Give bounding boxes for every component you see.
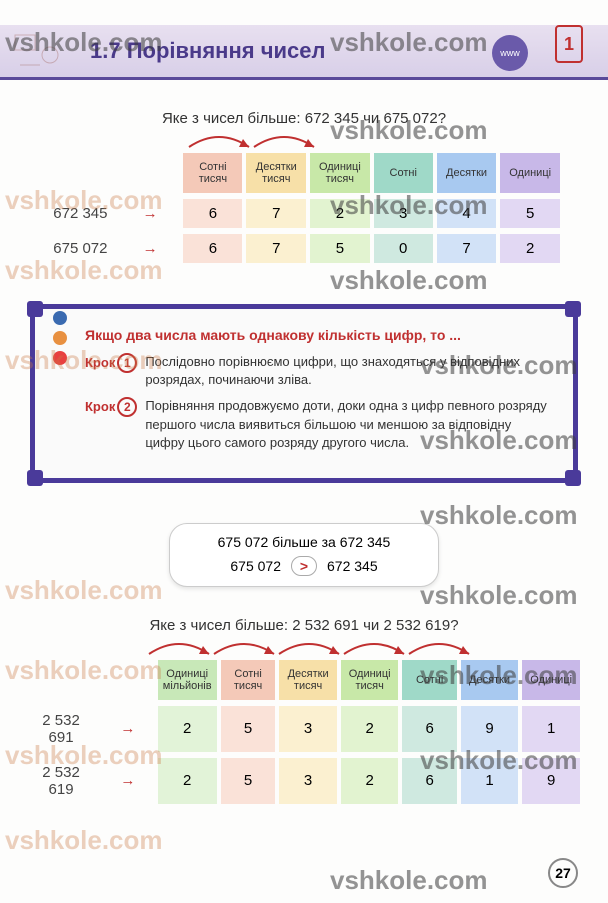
col-header: Одиниці тисяч	[341, 660, 399, 700]
section-header: 1.7 Порівняння чисел www 1	[0, 25, 608, 80]
digit-cell: 1	[461, 758, 518, 804]
bullet-dot	[53, 331, 67, 345]
www-icon: www	[492, 35, 528, 71]
watermark: vshkole.com	[330, 865, 488, 896]
chapter-badge: 1	[555, 25, 583, 63]
digit-cell: 2	[341, 706, 399, 752]
digit-cell: 6	[402, 706, 456, 752]
step-text: Порівняння продовжуємо доти, доки одна з…	[145, 397, 553, 452]
page-number: 27	[548, 858, 578, 888]
arc-arrows-2	[119, 632, 599, 658]
bullet-dot	[53, 311, 67, 325]
greater-than-icon: >	[291, 556, 317, 576]
digit-cell: 3	[374, 199, 433, 228]
digit-cell: 0	[374, 234, 433, 263]
rule-step: Крок2 Порівняння продовжуємо доти, доки о…	[85, 397, 553, 452]
col-header: Десятки	[461, 660, 518, 700]
arrow-right-icon: →	[102, 706, 153, 752]
col-header: Десятки	[437, 153, 497, 193]
watermark: vshkole.com	[420, 500, 578, 531]
row-label: 2 532 619	[28, 758, 98, 804]
digit-cell: 2	[158, 758, 217, 804]
step-text: Послідовно порівнюємо цифри, що знаходят…	[145, 353, 553, 389]
digit-cell: 7	[246, 234, 306, 263]
col-header: Десятки тисяч	[246, 153, 306, 193]
rule-step: Крок1 Послідовно порівнюємо цифри, що зна…	[85, 353, 553, 389]
digit-cell: 2	[500, 234, 560, 263]
digit-cell: 6	[183, 199, 242, 228]
col-header: Одиниці	[500, 153, 560, 193]
digit-cell: 1	[522, 706, 580, 752]
watermark: vshkole.com	[330, 265, 488, 296]
step-label: Крок1	[85, 353, 137, 373]
place-value-table-1: Сотні тисячДесятки тисячОдиниці тисячСот…	[44, 147, 564, 269]
digit-cell: 2	[158, 706, 217, 752]
digit-cell: 2	[310, 199, 370, 228]
tools-icon	[10, 30, 80, 75]
digit-cell: 6	[402, 758, 456, 804]
watermark: vshkole.com	[5, 575, 163, 606]
digit-cell: 5	[221, 706, 276, 752]
col-header: Одиниці тисяч	[310, 153, 370, 193]
digit-cell: 9	[522, 758, 580, 804]
col-header: Одиниці мільйонів	[158, 660, 217, 700]
rule-title: Якщо два числа мають однакову кількість …	[85, 327, 553, 343]
result-right: 672 345	[327, 558, 378, 574]
place-value-table-2: Одиниці мільйонівСотні тисячДесятки тися…	[24, 654, 584, 810]
digit-cell: 4	[437, 199, 497, 228]
row-label: 675 072	[48, 234, 117, 263]
arrow-right-icon: →	[121, 199, 180, 228]
row-label: 2 532 691	[28, 706, 98, 752]
result-box: 675 072 більше за 672 345 675 072 > 672 …	[169, 523, 439, 587]
digit-cell: 6	[183, 234, 242, 263]
digit-cell: 3	[279, 706, 336, 752]
digit-cell: 7	[246, 199, 306, 228]
col-header: Одиниці	[522, 660, 580, 700]
col-header: Сотні тисяч	[183, 153, 242, 193]
result-text: 675 072 більше за 672 345	[184, 534, 424, 550]
arc-arrows-1	[159, 125, 579, 151]
col-header: Сотні	[402, 660, 456, 700]
row-label: 672 345	[48, 199, 117, 228]
arrow-right-icon: →	[121, 234, 180, 263]
digit-cell: 5	[221, 758, 276, 804]
col-header: Десятки тисяч	[279, 660, 336, 700]
digit-cell: 3	[279, 758, 336, 804]
digit-cell: 7	[437, 234, 497, 263]
digit-cell: 2	[341, 758, 399, 804]
bullet-dot	[53, 351, 67, 365]
watermark: vshkole.com	[5, 825, 163, 856]
arrow-right-icon: →	[102, 758, 153, 804]
watermark: vshkole.com	[420, 580, 578, 611]
col-header: Сотні	[374, 153, 433, 193]
result-left: 675 072	[230, 558, 281, 574]
digit-cell: 5	[500, 199, 560, 228]
section-title: 1.7 Порівняння чисел	[90, 38, 325, 64]
col-header: Сотні тисяч	[221, 660, 276, 700]
digit-cell: 9	[461, 706, 518, 752]
step-label: Крок2	[85, 397, 137, 417]
digit-cell: 5	[310, 234, 370, 263]
rule-box: Якщо два числа мають однакову кількість …	[30, 304, 578, 483]
